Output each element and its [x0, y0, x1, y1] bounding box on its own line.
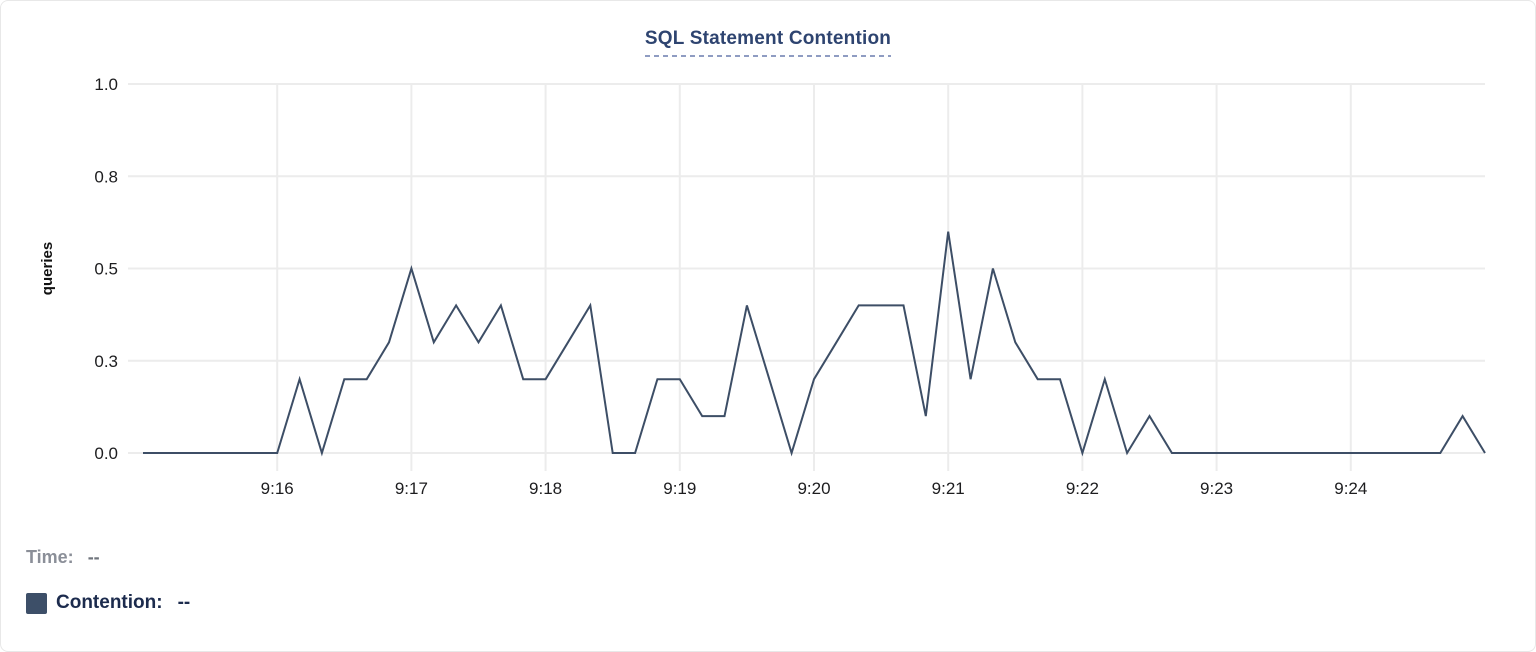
svg-text:0.0: 0.0	[94, 444, 118, 463]
chart-title[interactable]: SQL Statement Contention	[644, 28, 892, 57]
y-axis-labels: 0.0 0.3 0.5 0.8 1.0	[94, 75, 118, 463]
svg-text:0.8: 0.8	[94, 167, 118, 186]
time-value: --	[87, 547, 100, 567]
contention-value: --	[177, 592, 191, 613]
title-dashed-underline-icon	[644, 55, 892, 57]
chart-title-text: SQL Statement Contention	[644, 28, 892, 49]
x-axis-labels: 9:16 9:17 9:18 9:19 9:20 9:21 9:22 9:23 9:24	[261, 479, 1368, 498]
grid-lines	[128, 83, 1485, 471]
svg-text:9:24: 9:24	[1334, 479, 1367, 498]
contention-chart[interactable]: 0.00.30.50.81.09:16 9:17 9:18 9:19 9:20 9:21 9…	[1, 1, 1536, 513]
svg-text:9:16: 9:16	[261, 479, 294, 498]
svg-text:9:17: 9:17	[395, 479, 428, 498]
svg-text:9:19: 9:19	[663, 479, 696, 498]
svg-text:9:20: 9:20	[797, 479, 830, 498]
svg-text:9:23: 9:23	[1200, 479, 1233, 498]
svg-text:9:21: 9:21	[932, 479, 965, 498]
legend-contention-row[interactable]: Contention: --	[26, 592, 190, 614]
chart-header: SQL Statement Contention	[1, 28, 1535, 57]
svg-text:0.3: 0.3	[94, 352, 118, 371]
legend-time-row: Time: --	[26, 547, 100, 568]
time-label: Time:	[26, 547, 74, 567]
svg-text:9:18: 9:18	[529, 479, 562, 498]
contention-label: Contention:	[56, 592, 163, 613]
svg-text:9:22: 9:22	[1066, 479, 1099, 498]
svg-text:0.5: 0.5	[94, 260, 118, 279]
svg-text:1.0: 1.0	[94, 75, 118, 94]
y-axis-title: queries	[39, 242, 56, 295]
contention-line	[143, 231, 1486, 457]
contention-color-swatch	[26, 592, 47, 614]
